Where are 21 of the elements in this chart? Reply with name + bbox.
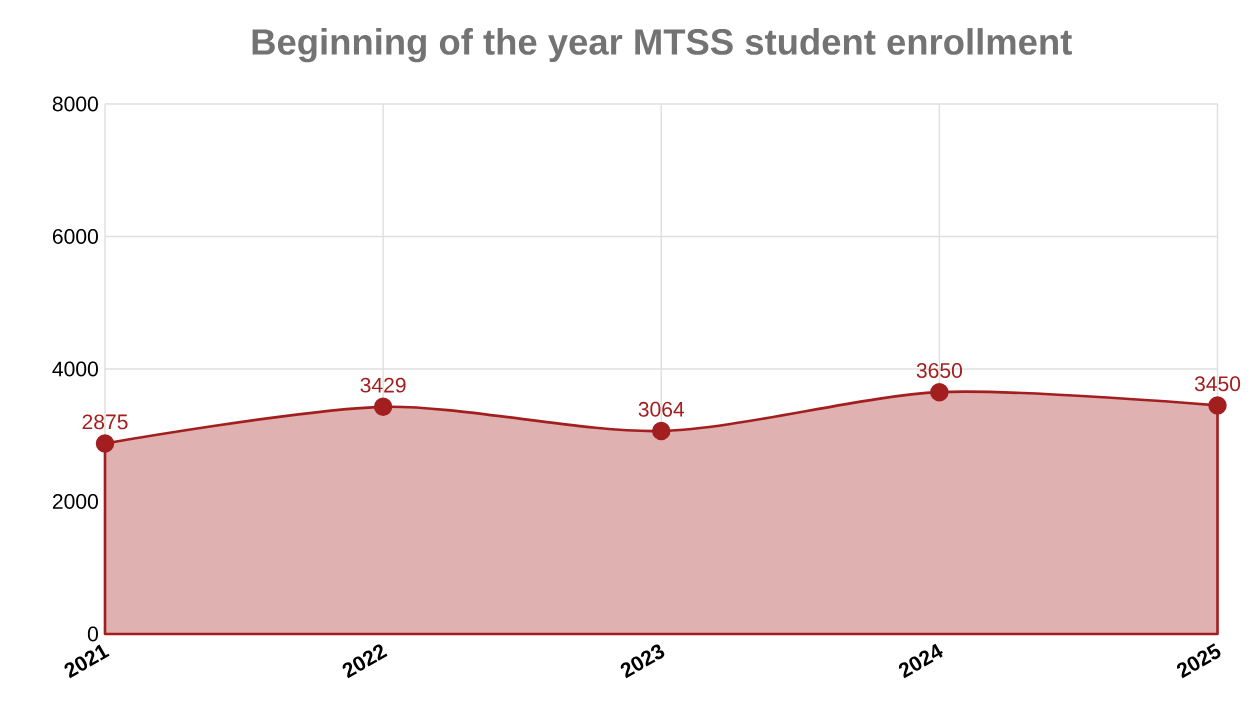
point xyxy=(1208,396,1227,415)
y-tick-label: 8000 xyxy=(52,96,98,112)
data-label: 3429 xyxy=(360,377,406,393)
point xyxy=(95,434,115,453)
y-tick-label: 6000 xyxy=(52,229,98,244)
y-tick-label: 2000 xyxy=(52,494,98,509)
point xyxy=(930,382,949,402)
data-label: 3064 xyxy=(638,401,685,417)
x-tick-label: 2022 xyxy=(342,644,388,679)
data-label: 3650 xyxy=(916,363,963,378)
chart-title: Beginning of the year MTSS student enrollment xyxy=(252,28,1072,63)
x-tick-label: 2025 xyxy=(1176,643,1221,679)
point xyxy=(373,397,393,417)
data-label: 3450 xyxy=(1194,376,1241,392)
data-label: 2875 xyxy=(82,414,128,430)
x-tick-label: 2021 xyxy=(64,644,110,679)
point xyxy=(652,421,671,441)
y-tick-label: 4000 xyxy=(52,361,98,377)
x-tick-label: 2024 xyxy=(898,643,943,679)
x-tick-label: 2023 xyxy=(620,644,665,679)
y-tick-label: 0 xyxy=(87,626,98,642)
